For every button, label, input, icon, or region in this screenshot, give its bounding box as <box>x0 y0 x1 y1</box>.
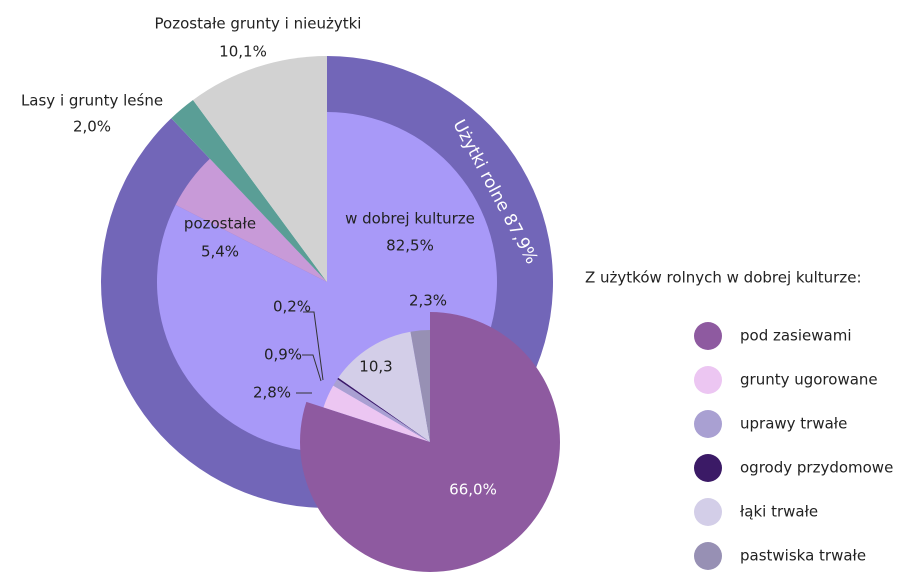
legend-swatch <box>694 454 722 482</box>
pie-slice <box>338 331 430 442</box>
leader-line <box>302 354 322 382</box>
legend-label: uprawy trwałe <box>740 415 847 433</box>
inner-value: 82,5% <box>386 237 434 255</box>
detail-value: 10,3 <box>359 358 392 376</box>
pie-slice <box>193 55 327 282</box>
pie-slice <box>175 158 327 282</box>
pie-slice <box>337 377 430 442</box>
legend-swatch <box>694 366 722 394</box>
detail-value: 2,3% <box>409 292 447 310</box>
pie-slice <box>333 379 430 442</box>
detail-value: 2,8% <box>253 384 291 402</box>
legend-swatch <box>694 498 722 526</box>
pie-marks <box>100 55 560 572</box>
legend-label: pastwiska trwałe <box>740 547 866 565</box>
outer-label: Lasy i grunty leśne <box>21 92 163 110</box>
legend-title: Z użytków rolnych w dobrej kulturze: <box>585 269 862 287</box>
legend-swatch <box>694 410 722 438</box>
legend-swatch <box>694 322 722 350</box>
inner-value: 5,4% <box>201 243 239 261</box>
legend: pod zasiewami grunty ugorowane uprawy trwa… <box>694 322 893 570</box>
legend-label: łąki trwałe <box>740 503 818 521</box>
legend-label: pod zasiewami <box>740 327 852 345</box>
pie-slice <box>323 385 430 442</box>
legend-label: ogrody przydomowe <box>740 459 893 477</box>
leader-line <box>303 311 324 381</box>
pie-slice <box>299 312 560 572</box>
outer-value: 2,0% <box>73 118 111 136</box>
pie-slice <box>410 330 430 442</box>
legend-label: grunty ugorowane <box>740 371 878 389</box>
detail-value: 0,2% <box>273 298 311 316</box>
outer-value: 10,1% <box>219 43 267 61</box>
outer-label: Pozostałe grunty i nieużytki <box>155 15 362 33</box>
legend-swatch <box>694 542 722 570</box>
inner-label: w dobrej kulturze <box>345 210 475 228</box>
leader-lines <box>296 311 324 394</box>
detail-value: 66,0% <box>449 481 497 499</box>
detail-value: 0,9% <box>264 346 302 364</box>
pie-slice <box>171 100 327 282</box>
inner-label: pozostałe <box>184 215 256 233</box>
